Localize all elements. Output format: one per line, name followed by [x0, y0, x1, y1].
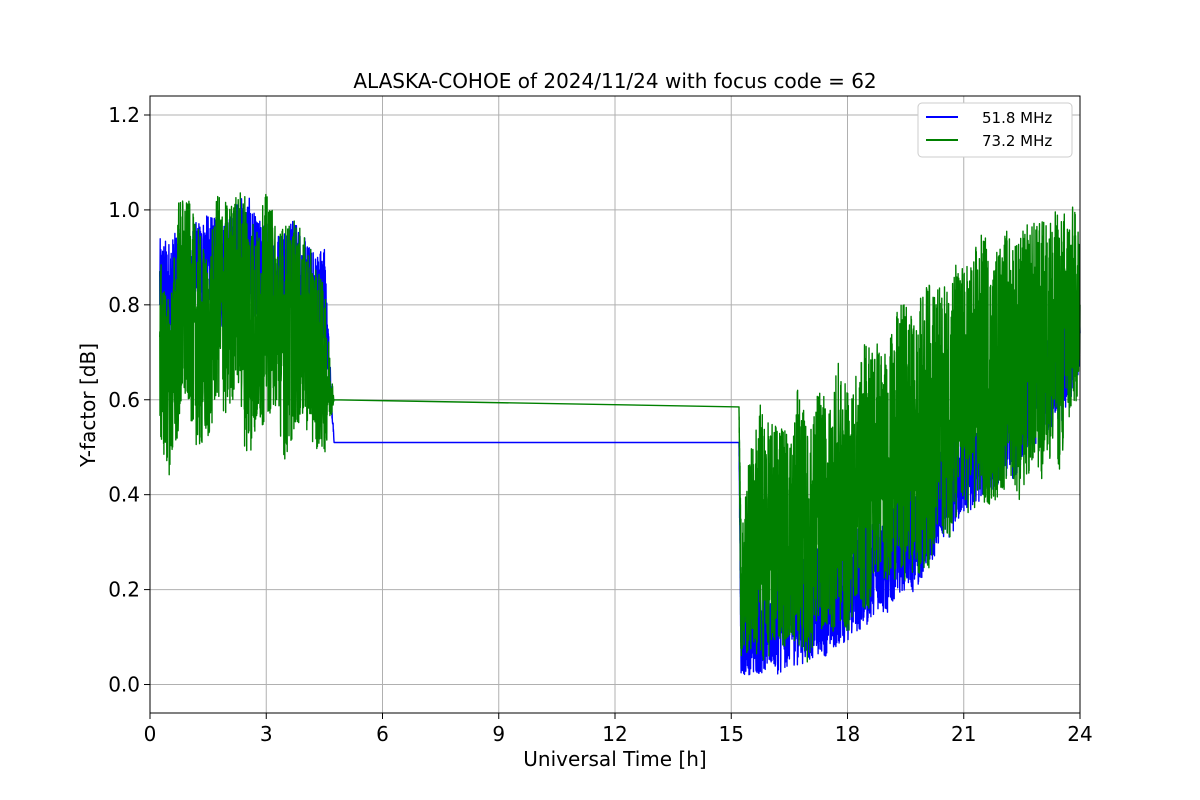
x-tick-label: 0 — [144, 722, 157, 746]
x-axis-label: Universal Time [h] — [523, 747, 706, 771]
x-tick-label: 6 — [376, 722, 389, 746]
series-layer — [159, 192, 1081, 676]
x-tick-label: 24 — [1067, 722, 1092, 746]
legend: 51.8 MHz 73.2 MHz — [917, 102, 1073, 158]
legend-label-51-8-mhz: 51.8 MHz — [982, 109, 1052, 127]
y-axis-label: Y-factor [dB] — [76, 343, 100, 468]
series-line-73-2-mhz — [159, 192, 1081, 663]
x-tick-label: 21 — [951, 722, 976, 746]
y-tick-label: 1.2 — [108, 103, 140, 127]
x-tick-label: 18 — [835, 722, 860, 746]
x-tick-label: 15 — [719, 722, 744, 746]
y-tick-label: 1.0 — [108, 198, 140, 222]
y-tick-label: 0.8 — [108, 293, 140, 317]
axis-ticks: 0 3 6 9 12 15 18 21 24 0.0 0.2 0.4 0.6 0.8 1.0 1.2 — [108, 103, 1093, 746]
legend-label-73-2-mhz: 73.2 MHz — [982, 132, 1052, 150]
chart-title: ALASKA-COHOE of 2024/11/24 with focus co… — [353, 69, 876, 93]
y-tick-label: 0.0 — [108, 673, 140, 697]
x-tick-label: 3 — [260, 722, 273, 746]
y-tick-label: 0.2 — [108, 578, 140, 602]
x-tick-label: 12 — [602, 722, 627, 746]
x-tick-label: 9 — [492, 722, 505, 746]
y-tick-label: 0.6 — [108, 388, 140, 412]
y-tick-label: 0.4 — [108, 483, 140, 507]
